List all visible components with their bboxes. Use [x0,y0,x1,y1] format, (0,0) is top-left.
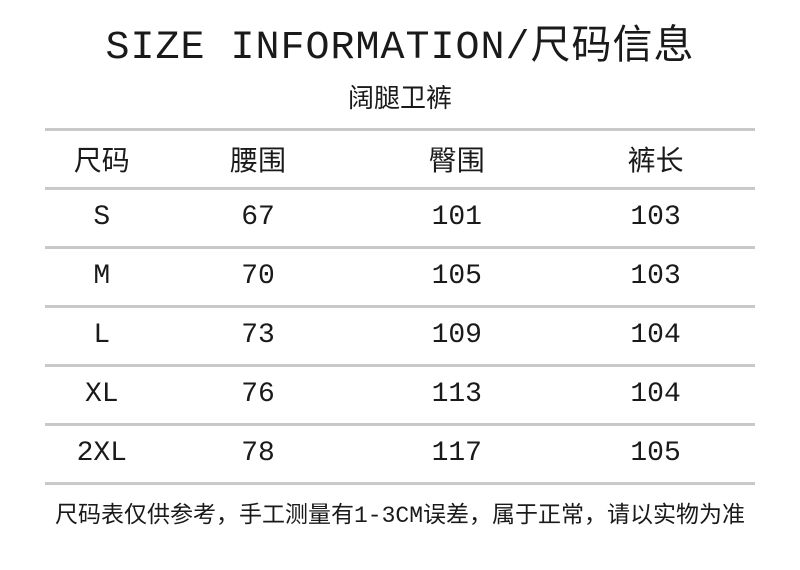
hip-cell: 105 [431,261,482,293]
waist-cell: 78 [241,438,275,470]
column-header-size: 尺码 [73,147,130,179]
product-subtitle: 阔腿卫裤 [347,85,452,115]
waist-cell: 76 [241,379,275,411]
hip-cell: 109 [431,320,482,352]
size-cell: M [93,261,111,293]
table-row-xl: XL 76 113 104 [45,365,755,424]
size-cell: 2XL [76,438,127,470]
length-cell: 104 [630,320,681,352]
waist-cell: 67 [241,202,275,234]
size-cell: L [93,320,111,352]
size-table: 尺码 腰围 臀围 裤长 S 67 101 103 M 70 105 103 L … [45,128,755,485]
column-header-hip: 臀围 [428,147,485,179]
column-header-length: 裤长 [627,147,684,179]
table-row-2xl: 2XL 78 117 105 [45,424,755,484]
length-cell: 105 [630,438,681,470]
column-header-waist: 腰围 [229,147,286,179]
disclaimer-footnote: 尺码表仅供参考，手工测量有1-3CM误差，属于正常，请以实物为准 [54,502,745,529]
waist-cell: 73 [241,320,275,352]
waist-cell: 70 [241,261,275,293]
page-title: SIZE INFORMATION/尺码信息 [105,26,695,71]
table-row-m: M 70 105 103 [45,247,755,306]
size-cell: XL [84,379,119,411]
length-cell: 103 [630,261,681,293]
length-cell: 103 [630,202,681,234]
hip-cell: 113 [431,379,482,411]
size-cell: S [93,202,111,234]
hip-cell: 101 [431,202,482,234]
length-cell: 104 [630,379,681,411]
hip-cell: 117 [431,438,482,470]
table-row-s: S 67 101 103 [45,188,755,247]
table-row-l: L 73 109 104 [45,306,755,365]
table-header-row: 尺码 腰围 臀围 裤长 [45,129,755,188]
